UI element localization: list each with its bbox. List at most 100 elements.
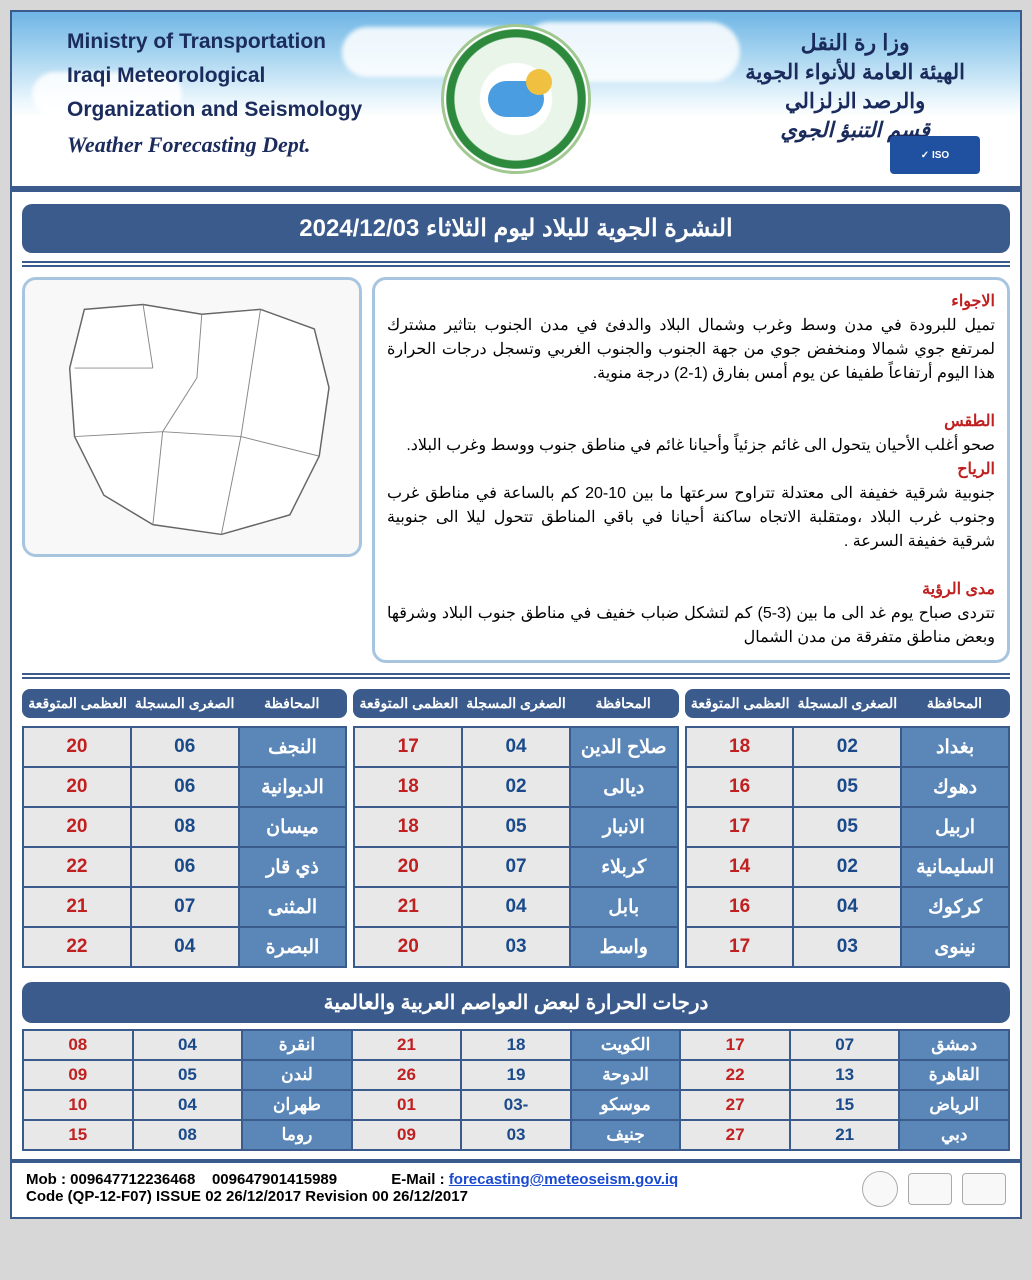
max-temp-cell: 09 bbox=[352, 1120, 462, 1150]
world-title: درجات الحرارة لبعض العواصم العربية والعا… bbox=[22, 982, 1010, 1023]
min-temp-cell: 04 bbox=[133, 1090, 243, 1120]
max-temp-cell: 22 bbox=[680, 1060, 790, 1090]
table-row: دهوك0516 bbox=[686, 767, 1009, 807]
heading-visibility: مدى الرؤية bbox=[922, 581, 995, 598]
col-gov: المحافظة bbox=[570, 695, 677, 712]
min-temp-cell: 06 bbox=[131, 767, 239, 807]
city-cell: موسكو bbox=[571, 1090, 681, 1120]
table-row: ذي قار0622 bbox=[23, 847, 346, 887]
governorate-cell: ذي قار bbox=[239, 847, 347, 887]
iraq-temperature-tables: بغداد0218دهوك0516اربيل0517السليمانية0214… bbox=[12, 720, 1020, 974]
city-cell: الرياض bbox=[899, 1090, 1009, 1120]
city-cell: لندن bbox=[242, 1060, 352, 1090]
table-row: النجف0620 bbox=[23, 727, 346, 767]
max-temp-cell: 17 bbox=[686, 807, 794, 847]
table-row: البصرة0422 bbox=[23, 927, 346, 967]
table-row: الديوانية0620 bbox=[23, 767, 346, 807]
min-temp-cell: 03 bbox=[793, 927, 901, 967]
para-wind: جنوبية شرقية خفيفة الى معتدلة تتراوح سرع… bbox=[387, 485, 995, 550]
max-temp-cell: 27 bbox=[680, 1090, 790, 1120]
max-temp-cell: 17 bbox=[686, 927, 794, 967]
mob2: 009647901415989 bbox=[212, 1171, 337, 1188]
max-temp-cell: 22 bbox=[23, 927, 131, 967]
min-temp-cell: 05 bbox=[793, 767, 901, 807]
max-temp-cell: 16 bbox=[686, 767, 794, 807]
min-temp-cell: 07 bbox=[462, 847, 570, 887]
max-temp-cell: 20 bbox=[23, 727, 131, 767]
max-temp-cell: 14 bbox=[686, 847, 794, 887]
bulletin-title: النشرة الجوية للبلاد ليوم الثلاثاء 2024/… bbox=[22, 204, 1010, 253]
max-temp-cell: 18 bbox=[354, 767, 462, 807]
max-temp-cell: 08 bbox=[23, 1030, 133, 1060]
footer-logo-2 bbox=[908, 1173, 952, 1205]
weather-bulletin-page: Ministry of Transportation Iraqi Meteoro… bbox=[10, 10, 1022, 1219]
governorate-cell: المثنى bbox=[239, 887, 347, 927]
email-link[interactable]: forecasting@meteoseism.gov.iq bbox=[449, 1171, 678, 1188]
col-gov: المحافظة bbox=[901, 695, 1008, 712]
governorate-cell: كربلاء bbox=[570, 847, 678, 887]
governorate-cell: بغداد bbox=[901, 727, 1009, 767]
max-temp-cell: 21 bbox=[352, 1030, 462, 1060]
min-temp-cell: 21 bbox=[790, 1120, 900, 1150]
city-cell: جنيف bbox=[571, 1120, 681, 1150]
header-group-2: المحافظة الصغرى المسجلة العظمى المتوقعة bbox=[353, 689, 678, 718]
synopsis-text: الاجواء تميل للبرودة في مدن وسط وغرب وشم… bbox=[372, 277, 1010, 663]
max-temp-cell: 21 bbox=[23, 887, 131, 927]
heading-wind: الرياح bbox=[957, 461, 995, 478]
email-label: E-Mail : bbox=[391, 1171, 449, 1188]
max-temp-cell: 21 bbox=[354, 887, 462, 927]
divider bbox=[22, 261, 1010, 267]
city-cell: القاهرة bbox=[899, 1060, 1009, 1090]
max-temp-cell: 18 bbox=[354, 807, 462, 847]
min-temp-cell: 08 bbox=[133, 1120, 243, 1150]
max-temp-cell: 17 bbox=[354, 727, 462, 767]
governorate-cell: الانبار bbox=[570, 807, 678, 847]
para-conditions: تميل للبرودة في مدن وسط وغرب وشمال البلا… bbox=[387, 317, 995, 382]
table-row: كركوك0416 bbox=[686, 887, 1009, 927]
col-max: العظمى المتوقعة bbox=[24, 695, 131, 712]
governorate-cell: كركوك bbox=[901, 887, 1009, 927]
governorate-cell: اربيل bbox=[901, 807, 1009, 847]
city-cell: طهران bbox=[242, 1090, 352, 1120]
table-row: السليمانية0214 bbox=[686, 847, 1009, 887]
divider bbox=[22, 673, 1010, 679]
governorate-table: صلاح الدين0417ديالى0218الانبار0518كربلاء… bbox=[353, 726, 678, 968]
table-row: الانبار0518 bbox=[354, 807, 677, 847]
min-temp-cell: -03 bbox=[461, 1090, 571, 1120]
min-temp-cell: 08 bbox=[131, 807, 239, 847]
mob1: 009647712236468 bbox=[70, 1171, 195, 1188]
city-cell: الدوحة bbox=[571, 1060, 681, 1090]
min-temp-cell: 07 bbox=[790, 1030, 900, 1060]
max-temp-cell: 15 bbox=[23, 1120, 133, 1150]
min-temp-cell: 04 bbox=[462, 727, 570, 767]
iso-badge: ✓ ISO bbox=[890, 136, 980, 174]
governorate-cell: دهوك bbox=[901, 767, 1009, 807]
footer: Mob : 009647712236468 009647901415989 E-… bbox=[12, 1159, 1020, 1217]
max-temp-cell: 20 bbox=[354, 847, 462, 887]
table-row: دبي2127جنيف0309روما0815 bbox=[23, 1120, 1009, 1150]
para-visibility: تتردى صباح يوم غد الى ما بين (3-5) كم لت… bbox=[387, 605, 995, 646]
min-temp-cell: 19 bbox=[461, 1060, 571, 1090]
governorate-table: بغداد0218دهوك0516اربيل0517السليمانية0214… bbox=[685, 726, 1010, 968]
iraq-map bbox=[22, 277, 362, 557]
governorate-cell: صلاح الدين bbox=[570, 727, 678, 767]
heading-weather: الطقس bbox=[944, 413, 995, 430]
max-temp-cell: 20 bbox=[354, 927, 462, 967]
table-row: القاهرة1322الدوحة1926لندن0509 bbox=[23, 1060, 1009, 1090]
table-row: دمشق0717الكويت1821انقرة0408 bbox=[23, 1030, 1009, 1060]
governorate-cell: ميسان bbox=[239, 807, 347, 847]
min-temp-cell: 02 bbox=[462, 767, 570, 807]
col-min: الصغرى المسجلة bbox=[794, 695, 901, 712]
org-name-arabic: وزا رة النقل الهيئة العامة للأنواء الجوي… bbox=[745, 30, 965, 143]
synopsis-section: الاجواء تميل للبرودة في مدن وسط وغرب وشم… bbox=[12, 271, 1020, 669]
max-temp-cell: 18 bbox=[686, 727, 794, 767]
col-min: الصغرى المسجلة bbox=[462, 695, 569, 712]
col-max: العظمى المتوقعة bbox=[355, 695, 462, 712]
max-temp-cell: 09 bbox=[23, 1060, 133, 1090]
world-temperature-table: دمشق0717الكويت1821انقرة0408القاهرة1322ال… bbox=[22, 1029, 1010, 1151]
table-row: ديالى0218 bbox=[354, 767, 677, 807]
col-max: العظمى المتوقعة bbox=[687, 695, 794, 712]
org-name-english: Ministry of Transportation Iraqi Meteoro… bbox=[67, 30, 362, 158]
organization-logo bbox=[441, 24, 591, 174]
footer-line1: Mob : 009647712236468 009647901415989 E-… bbox=[26, 1171, 1006, 1188]
